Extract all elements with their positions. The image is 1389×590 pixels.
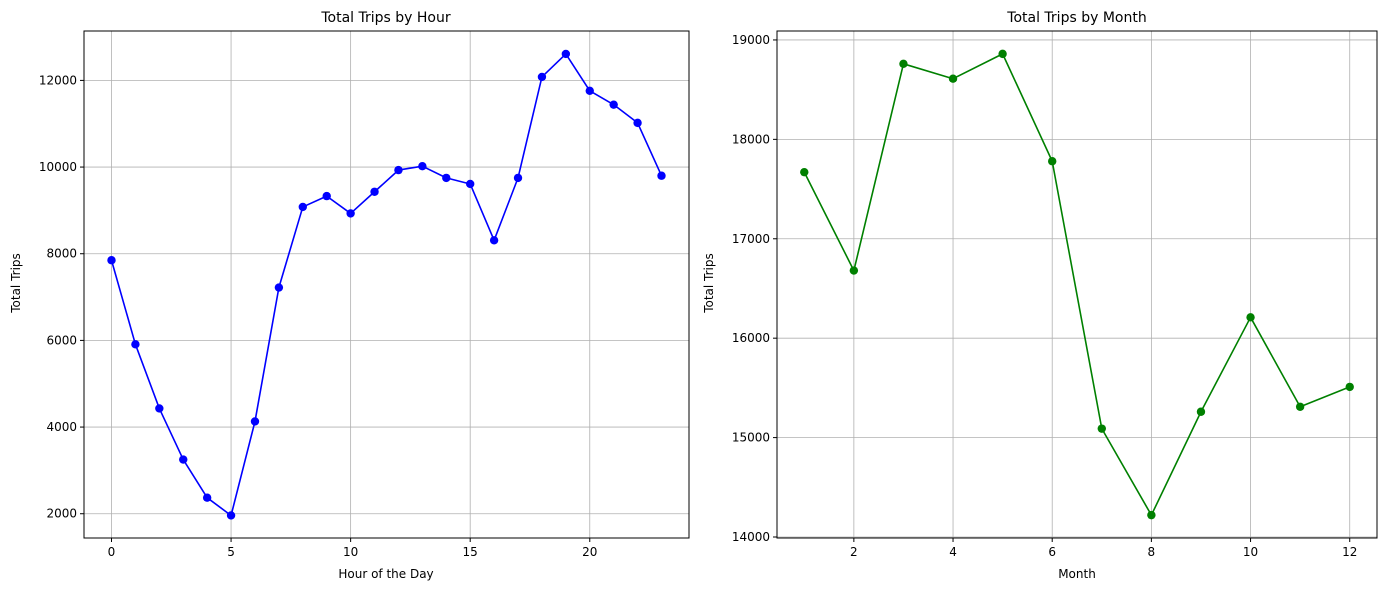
grid — [777, 31, 1377, 538]
chart-hour: Total Trips by Hour Hour of the Day Tota… — [9, 10, 690, 581]
data-point — [250, 417, 260, 426]
x-axis-label: Month — [1058, 567, 1096, 581]
axes-frame — [776, 30, 1378, 539]
x-tick-label: 4 — [949, 545, 957, 559]
data-point — [537, 72, 547, 82]
y-tick-label: 16000 — [732, 331, 770, 345]
y-axis-label: Total Trips — [9, 253, 23, 314]
y-tick-label: 14000 — [732, 530, 770, 544]
data-point — [346, 209, 355, 218]
y-tick-label: 8000 — [46, 247, 77, 261]
x-tick-label: 6 — [1048, 545, 1056, 559]
y-tick-label: 19000 — [732, 33, 770, 47]
data-point — [202, 493, 212, 502]
data-point — [561, 49, 571, 59]
y-tick-label: 2000 — [46, 507, 77, 521]
data-point — [465, 179, 475, 189]
y-axis-label: Total Trips — [702, 253, 716, 314]
chart-title: Total Trips by Hour — [320, 10, 451, 26]
data-point — [418, 162, 427, 171]
data-point — [442, 173, 451, 183]
data-point — [489, 236, 499, 245]
y-tick-label: 15000 — [732, 431, 770, 445]
grid — [84, 31, 689, 538]
data-point — [274, 283, 284, 292]
data-point — [585, 86, 594, 96]
data-point — [155, 404, 164, 413]
y-tick-label: 10000 — [39, 160, 77, 174]
x-tick-label: 10 — [1243, 545, 1258, 559]
data-point — [849, 266, 859, 275]
axes-frame — [83, 30, 690, 539]
data-point — [394, 165, 403, 175]
data-point — [179, 455, 188, 464]
data-point — [899, 59, 908, 69]
data-point — [1295, 402, 1305, 411]
series-line — [110, 53, 663, 517]
data-point — [948, 74, 958, 83]
data-point — [298, 202, 308, 212]
data-point — [107, 256, 116, 265]
data-point — [800, 167, 809, 177]
data-point — [633, 118, 642, 128]
data-point — [322, 191, 331, 201]
x-axis-label: Hour of the Day — [338, 567, 433, 581]
x-tick-label: 8 — [1148, 545, 1156, 559]
x-tick-label: 0 — [108, 545, 116, 559]
series-line — [803, 53, 1351, 516]
data-point — [998, 49, 1007, 59]
y-tick-label: 17000 — [732, 232, 770, 246]
data-point — [1246, 313, 1255, 322]
x-tick-label: 2 — [850, 545, 858, 559]
data-point — [657, 171, 666, 180]
x-tick-label: 12 — [1342, 545, 1357, 559]
data-point — [226, 511, 236, 520]
data-point — [1048, 157, 1057, 166]
y-tick-label: 12000 — [39, 73, 77, 87]
data-point — [1097, 424, 1106, 433]
data-point — [513, 173, 523, 183]
chart-month: Total Trips by Month Month Total Trips 2… — [702, 10, 1378, 581]
data-point — [1345, 382, 1354, 392]
data-point — [1196, 407, 1206, 416]
x-tick-label: 5 — [227, 545, 235, 559]
data-point — [131, 340, 140, 349]
y-tick-label: 18000 — [732, 132, 770, 146]
y-tick-label: 6000 — [46, 333, 77, 347]
x-tick-label: 20 — [582, 545, 597, 559]
data-point — [370, 187, 379, 196]
data-point — [1147, 510, 1156, 520]
data-point — [609, 100, 618, 109]
y-tick-label: 4000 — [46, 420, 77, 434]
chart-title: Total Trips by Month — [1006, 10, 1146, 26]
x-tick-label: 10 — [343, 545, 358, 559]
x-tick-label: 15 — [463, 545, 478, 559]
